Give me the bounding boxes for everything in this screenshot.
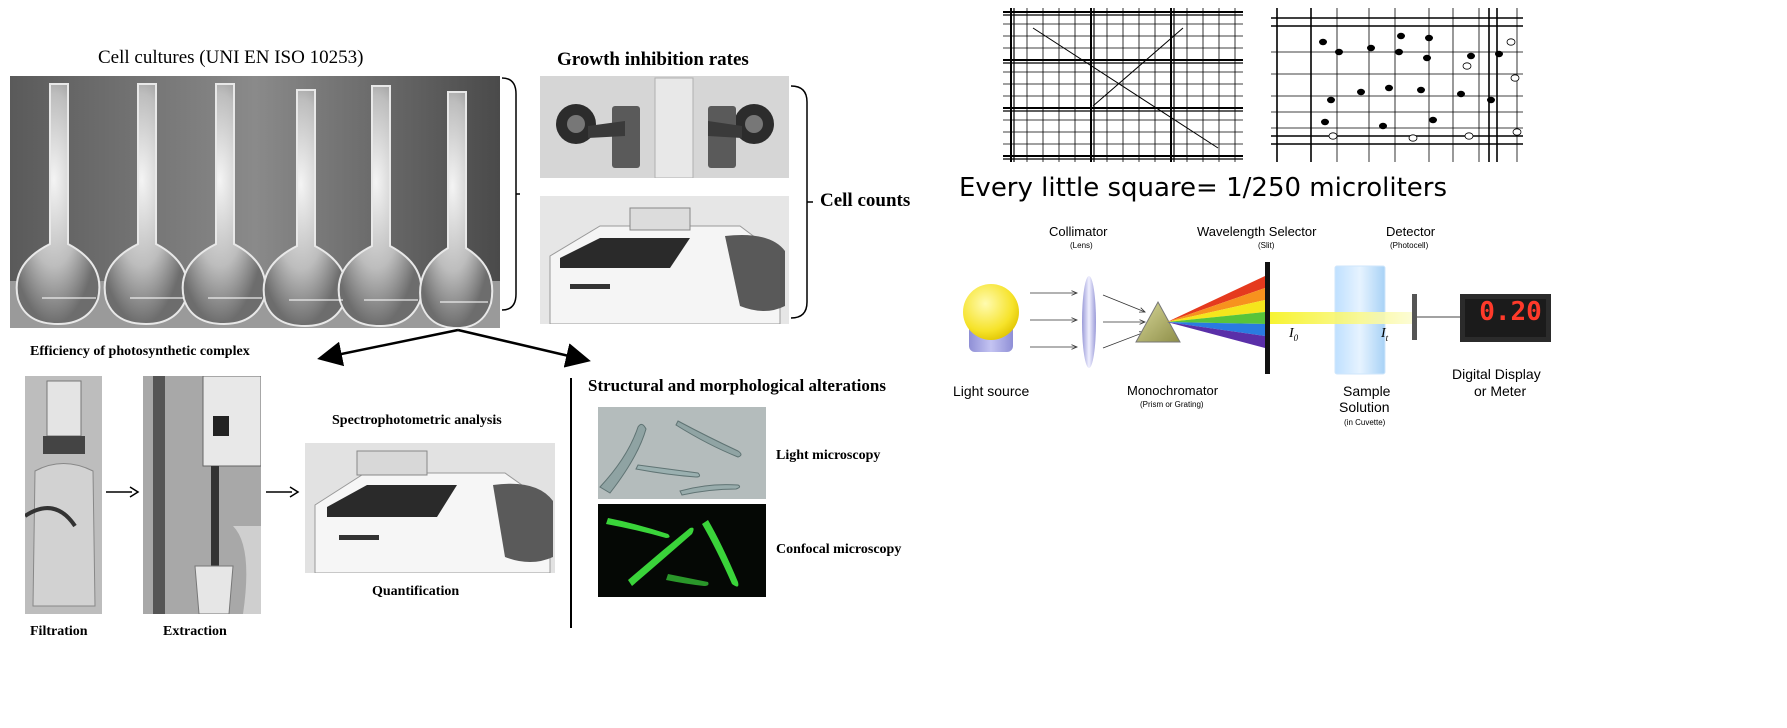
wavelength-selector-sublabel: (Slit) (1258, 241, 1275, 250)
counting-direction-arrow (1032, 27, 1219, 149)
cell-cultures-title: Cell cultures (UNI EN ISO 10253) (98, 47, 364, 68)
i0-symbol: I (1289, 326, 1294, 341)
live-cell (1385, 84, 1393, 92)
dead-cell (1462, 62, 1472, 70)
live-cell (1487, 96, 1495, 104)
monochromator-sublabel: (Prism or Grating) (1140, 400, 1204, 409)
sample-label-line1: Sample (1343, 383, 1391, 399)
hemocytometer-grid-cells (1271, 8, 1523, 162)
digital-display-value: 0.20 (1479, 297, 1542, 327)
live-cell (1367, 44, 1375, 52)
quantification-label: Quantification (372, 584, 460, 599)
spectrophotometer-photo-top (540, 196, 789, 324)
dead-cell (1464, 132, 1474, 140)
dead-cell (1510, 74, 1520, 82)
dead-cell (1506, 38, 1516, 46)
collimator-sublabel: (Lens) (1070, 241, 1093, 250)
live-cell (1457, 90, 1465, 98)
spectrophotometer-photo-bottom (305, 443, 555, 573)
hemocytometer-photo (540, 76, 789, 184)
live-cell (1319, 38, 1327, 46)
live-cell (1423, 54, 1431, 62)
live-cell (1397, 32, 1405, 40)
it-subscript: t (1385, 332, 1389, 343)
spectrophotometric-title: Spectrophotometric analysis (332, 413, 502, 428)
collimator-label: Collimator (1049, 224, 1108, 239)
light-microscopy-label: Light microscopy (776, 448, 881, 463)
it-symbol: I (1381, 326, 1386, 341)
live-cell (1417, 86, 1425, 94)
digital-display-label-line1: Digital Display (1452, 366, 1541, 382)
confocal-microscopy-photo (598, 504, 766, 597)
extraction-label: Extraction (163, 624, 227, 639)
flasks-photo (10, 76, 500, 328)
arrow-filtration-extraction (106, 486, 140, 498)
monochromator-label: Monochromator (1127, 383, 1219, 398)
dead-cell (1512, 128, 1522, 136)
i0-subscript: 0 (1293, 332, 1299, 343)
digital-display-label-line2: or Meter (1474, 383, 1527, 399)
confocal-microscopy-label: Confocal microscopy (776, 542, 902, 557)
live-cell (1357, 88, 1365, 96)
filtration-photo (25, 376, 102, 614)
wavelength-selector-label: Wavelength Selector (1197, 224, 1317, 239)
spectrophotometer-schematic (963, 262, 1551, 375)
hemocytometer-caption: Every little square= 1/250 microliters (959, 173, 1448, 203)
light-microscopy-photo (598, 407, 766, 499)
detector-sublabel: (Photocell) (1390, 241, 1429, 250)
live-cell (1379, 122, 1387, 130)
section-divider (570, 378, 572, 628)
live-cell (1429, 116, 1437, 124)
hemocytometer-grid-large (1003, 8, 1243, 162)
live-cell (1321, 118, 1329, 126)
it-label: It (1381, 326, 1388, 343)
flasks-bracket (501, 77, 520, 311)
efficiency-title: Efficiency of photosynthetic complex (30, 344, 250, 359)
detector-label: Detector (1386, 224, 1436, 239)
live-cell (1335, 48, 1343, 56)
i0-label: I0 (1289, 326, 1298, 343)
live-cell (1467, 52, 1475, 60)
extraction-photo (143, 376, 261, 614)
growth-inhibition-title: Growth inhibition rates (557, 49, 749, 70)
arrow-extraction-spectro (266, 486, 300, 498)
sample-sublabel: (in Cuvette) (1344, 418, 1386, 427)
live-cell (1395, 48, 1403, 56)
cell-counts-label: Cell counts (820, 190, 911, 211)
light-source-label: Light source (953, 383, 1030, 399)
live-cell (1425, 34, 1433, 42)
dead-cell (1328, 132, 1338, 140)
sample-label-line2: Solution (1339, 399, 1390, 415)
live-cell (1327, 96, 1335, 104)
cell-counts-bracket (790, 85, 813, 319)
diverging-arrows (317, 328, 591, 368)
live-cell (1495, 50, 1503, 58)
dead-cell (1408, 134, 1418, 142)
structural-title: Structural and morphological alterations (588, 376, 886, 395)
filtration-label: Filtration (30, 624, 88, 639)
